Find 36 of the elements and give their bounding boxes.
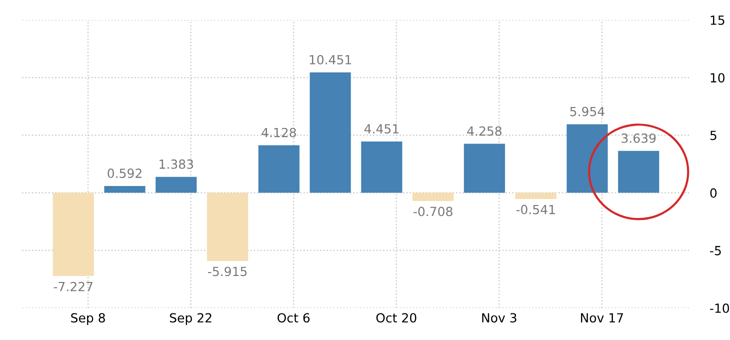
data-label: 4.128 [262, 128, 296, 138]
bar [618, 150, 660, 193]
data-label: -7.227 [54, 282, 92, 292]
y-tick-label: 5 [710, 130, 716, 140]
bar [361, 142, 402, 193]
y-tick-label: 0 [710, 188, 717, 198]
x-tick-label: Oct 20 [376, 313, 416, 323]
data-label: -0.708 [414, 206, 452, 216]
bar [310, 72, 351, 193]
data-label: 4.258 [467, 126, 502, 136]
data-label: 5.954 [570, 106, 604, 116]
bar [258, 145, 300, 193]
y-tick-label: -5 [710, 246, 721, 256]
bar [156, 176, 197, 193]
bar [52, 192, 94, 276]
x-tick-label: Oct 6 [278, 313, 310, 323]
x-tick-label: Nov 3 [482, 313, 516, 323]
y-tick-label: 10 [710, 73, 725, 83]
bar [464, 144, 506, 193]
bar [412, 192, 454, 201]
bar [566, 124, 608, 193]
data-label: 0.592 [108, 168, 142, 178]
bar [206, 192, 248, 261]
data-label: 10.451 [310, 54, 352, 64]
x-tick-label: Nov 17 [581, 313, 623, 323]
data-label: 1.383 [160, 159, 194, 169]
bar [515, 192, 556, 200]
x-tick-label: Sep 22 [170, 313, 212, 325]
y-tick-label: -10 [710, 303, 730, 313]
x-tick-label: Sep 8 [71, 313, 105, 325]
data-label: 3.639 [622, 133, 656, 143]
data-label: -5.915 [208, 266, 247, 276]
data-label: 4.451 [364, 124, 398, 134]
data-label: -0.541 [516, 204, 555, 214]
bar [104, 186, 146, 193]
y-tick-label: 15 [710, 16, 724, 25]
